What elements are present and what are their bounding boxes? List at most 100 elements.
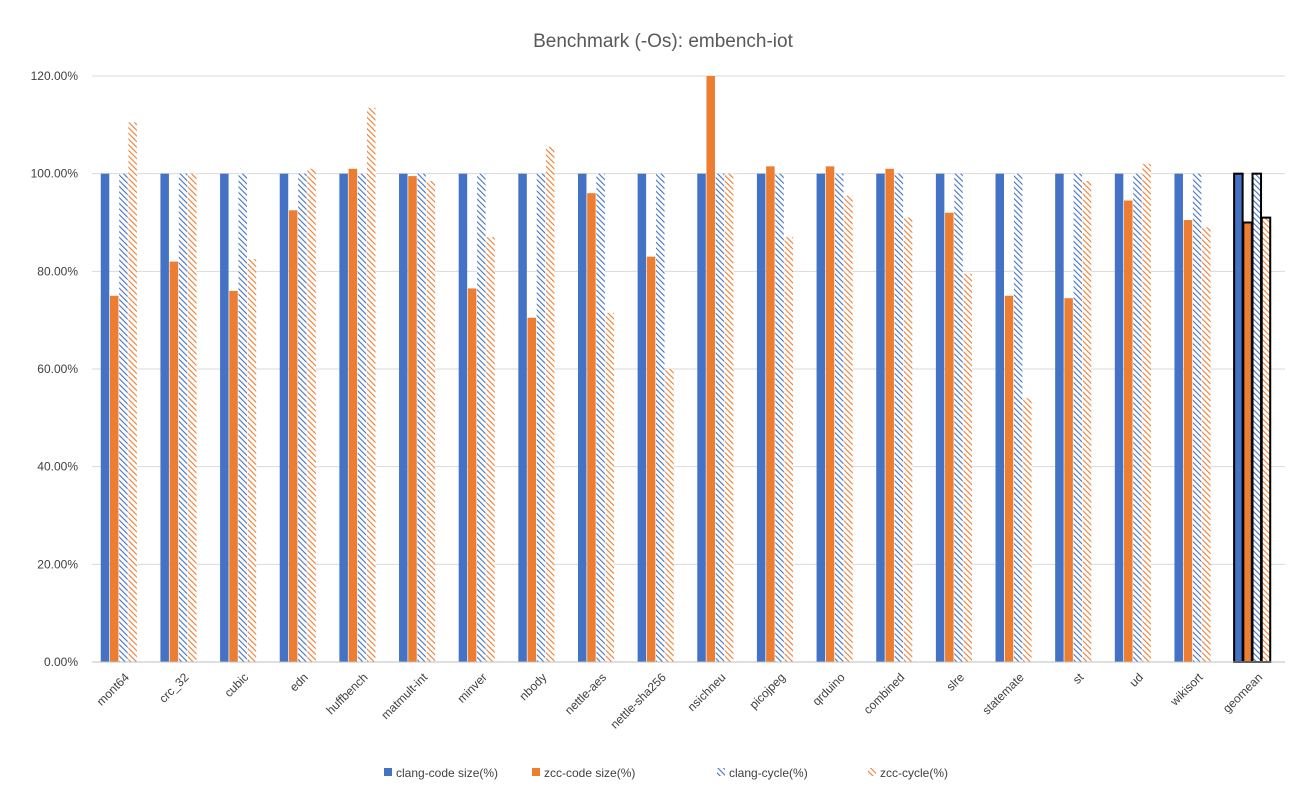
x-tick-label: combined <box>861 670 908 717</box>
bar-mont64-zcc-code-size- <box>109 295 119 662</box>
legend-label: zcc-code size(%) <box>544 766 635 780</box>
bar-nbody-zcc-cycle- <box>545 146 555 662</box>
bar-statemate-zcc-cycle- <box>1023 398 1032 662</box>
bar-huffbench-clang-code-size- <box>339 173 348 662</box>
bar-picojpeg-zcc-code-size- <box>766 166 775 662</box>
bar-cubic-clang-code-size- <box>220 173 229 662</box>
bar-nbody-zcc-code-size- <box>527 317 537 662</box>
bar-crc_32-zcc-cycle- <box>188 173 197 662</box>
bar-edn-clang-cycle- <box>298 173 307 662</box>
bar-nettle-aes-zcc-code-size- <box>587 193 596 662</box>
x-tick-label: statemate <box>980 670 1027 717</box>
x-tick-label: minver <box>454 670 489 705</box>
bar-edn-zcc-cycle- <box>307 168 316 663</box>
bar-wikisort-clang-code-size- <box>1174 173 1183 662</box>
bar-picojpeg-zcc-cycle- <box>784 237 794 662</box>
bar-nsichneu-zcc-cycle- <box>724 173 734 662</box>
x-tick-label: crc_32 <box>156 670 192 706</box>
bar-geomean-zcc-cycle- <box>1260 216 1272 663</box>
y-tick-label: 120.00% <box>31 69 79 83</box>
bar-picojpeg-clang-cycle- <box>775 173 784 662</box>
bar-nettle-sha256-zcc-cycle- <box>665 369 674 662</box>
bar-cubic-zcc-cycle- <box>247 259 257 662</box>
bar-nettle-aes-zcc-cycle- <box>605 312 615 662</box>
bar-ud-zcc-cycle- <box>1142 163 1151 662</box>
legend-label: zcc-cycle(%) <box>880 766 948 780</box>
bar-combined-zcc-cycle- <box>903 217 913 662</box>
x-tick-label: mont64 <box>94 670 132 708</box>
bar-slre-zcc-code-size- <box>945 212 954 662</box>
bar-st-clang-cycle- <box>1073 173 1083 662</box>
bar-geomean-clang-code-size- <box>1233 172 1244 664</box>
y-axis-ticks: 0.00% 20.00% 40.00% 60.00% 80.00% 100.00% 120.… <box>31 69 79 669</box>
bar-matmult-int-clang-code-size- <box>399 173 408 662</box>
bar-qrduino-clang-code-size- <box>816 173 826 662</box>
x-tick-label: huffbench <box>324 670 371 717</box>
gridlines <box>92 75 1285 565</box>
bar-picojpeg-clang-code-size- <box>756 173 766 662</box>
bar-st-zcc-code-size- <box>1064 298 1073 662</box>
bar-combined-zcc-code-size- <box>885 168 894 663</box>
x-tick-label: wikisort <box>1167 670 1206 709</box>
bar-combined-clang-code-size- <box>876 173 885 662</box>
chart-title: Benchmark (-Os): embench-iot <box>533 31 793 52</box>
x-tick-label: ud <box>1127 670 1146 689</box>
bar-statemate-clang-cycle- <box>1013 173 1023 662</box>
bar-nsichneu-zcc-code-size- <box>706 76 715 662</box>
y-tick-label: 100.00% <box>31 167 79 181</box>
bar-huffbench-zcc-code-size- <box>348 168 358 663</box>
x-tick-label: st <box>1070 670 1087 687</box>
bar-nsichneu-clang-cycle- <box>715 173 725 662</box>
legend-swatch <box>868 768 876 776</box>
legend-label: clang-code size(%) <box>396 766 498 780</box>
bar-crc_32-clang-code-size- <box>160 173 169 662</box>
bar-geomean-zcc-code-size- <box>1242 221 1253 663</box>
bar-ud-clang-code-size- <box>1114 173 1124 662</box>
bar-minver-clang-cycle- <box>477 173 486 662</box>
bar-edn-zcc-code-size- <box>288 210 298 662</box>
legend: clang-code size(%) zcc-code size(%) clang-… <box>384 766 948 780</box>
bar-wikisort-zcc-code-size- <box>1183 220 1193 662</box>
x-tick-label: nbody <box>516 670 549 703</box>
bars <box>100 76 1272 664</box>
bar-ud-clang-cycle- <box>1133 173 1142 662</box>
bar-slre-clang-cycle- <box>954 173 963 662</box>
legend-swatch <box>384 768 392 776</box>
bar-qrduino-zcc-cycle- <box>844 195 853 662</box>
bar-nettle-aes-clang-code-size- <box>577 173 587 662</box>
bar-nettle-aes-clang-cycle- <box>596 173 605 662</box>
bar-statemate-clang-code-size- <box>995 173 1005 662</box>
x-tick-label: cubic <box>222 670 252 700</box>
bar-nsichneu-clang-code-size- <box>697 173 706 662</box>
bar-cubic-clang-cycle- <box>238 173 247 662</box>
bar-edn-clang-code-size- <box>279 173 289 662</box>
legend-swatch <box>717 768 725 776</box>
x-tick-label: nettle-aes <box>562 670 609 717</box>
x-tick-label: slre <box>943 670 967 694</box>
x-axis-ticks: mont64 crc_32 cubic edn huffbench matmult-int… <box>94 670 1266 732</box>
x-tick-label: geomean <box>1220 670 1265 715</box>
bar-slre-clang-code-size- <box>935 173 945 662</box>
x-tick-label: nettle-sha256 <box>607 670 669 732</box>
bar-geomean-clang-cycle- <box>1251 172 1263 664</box>
bar-qrduino-zcc-code-size- <box>825 166 835 662</box>
bar-statemate-zcc-code-size- <box>1004 295 1014 662</box>
bar-minver-zcc-cycle- <box>486 237 495 662</box>
x-tick-label: edn <box>287 670 311 694</box>
bar-slre-zcc-cycle- <box>963 273 972 662</box>
bar-huffbench-zcc-cycle- <box>366 107 376 662</box>
bar-qrduino-clang-cycle- <box>834 173 844 662</box>
bar-nbody-clang-code-size- <box>518 173 527 662</box>
bar-crc_32-clang-cycle- <box>178 173 188 662</box>
x-tick-label: picojpeg <box>747 670 789 712</box>
bar-st-clang-code-size- <box>1055 173 1064 662</box>
legend-label: clang-cycle(%) <box>729 766 808 780</box>
bar-wikisort-zcc-cycle- <box>1202 227 1211 662</box>
bar-nbody-clang-cycle- <box>536 173 546 662</box>
legend-swatch <box>532 768 540 776</box>
bar-matmult-int-zcc-code-size- <box>408 176 417 662</box>
bar-minver-zcc-code-size- <box>467 288 477 662</box>
bar-crc_32-zcc-code-size- <box>169 261 179 662</box>
bar-matmult-int-zcc-cycle- <box>426 180 436 662</box>
